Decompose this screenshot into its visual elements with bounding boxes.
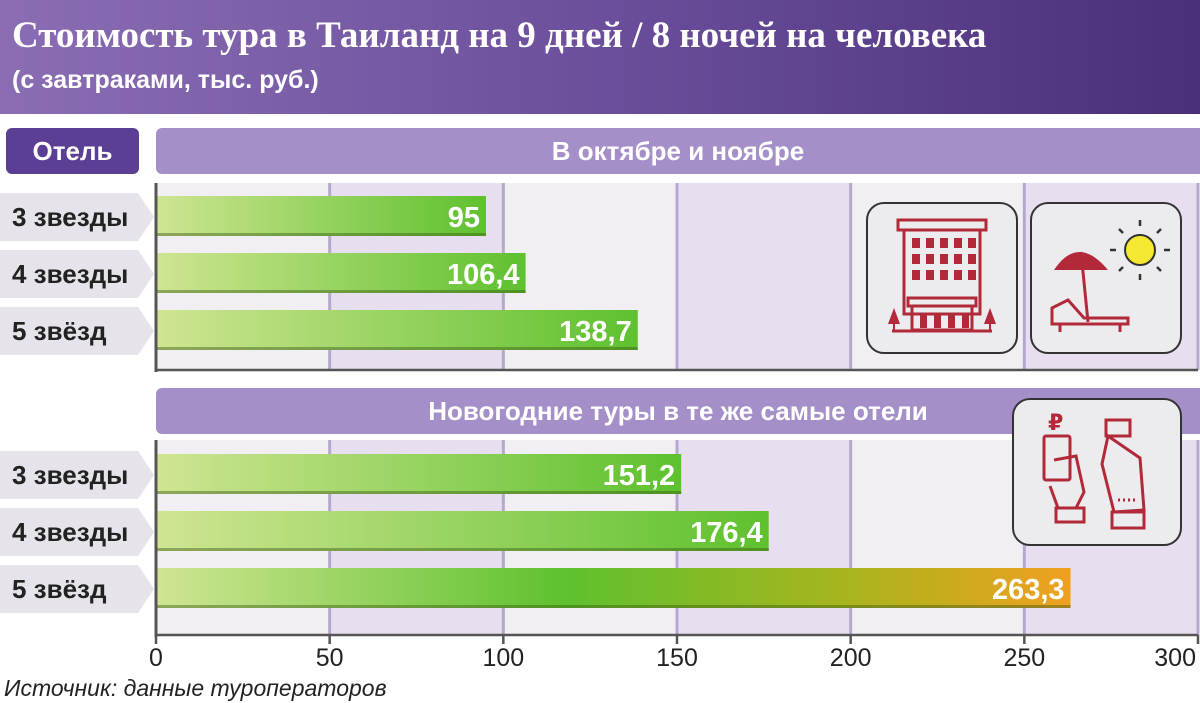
chart-subtitle: (с завтраками, тыс. руб.) — [12, 66, 319, 94]
source-note: Источник: данные туроператоров — [4, 675, 387, 701]
bar-shadow — [156, 347, 638, 350]
bar — [156, 253, 526, 293]
bar-shadow — [156, 548, 769, 551]
bar — [156, 511, 769, 551]
grid-band — [677, 183, 851, 370]
bar — [156, 454, 682, 494]
bar-value-label: 138,7 — [559, 316, 632, 348]
chart-title: Стоимость тура в Таиланд на 9 дней / 8 н… — [12, 15, 987, 56]
bar — [156, 310, 638, 350]
bar-value-label: 95 — [448, 202, 480, 234]
bar — [156, 568, 1071, 608]
row-label-5-stars: 5 звёзд — [0, 307, 154, 355]
bar-value-label: 263,3 — [992, 574, 1065, 606]
payment-hands-icon: ₽ — [1012, 398, 1182, 546]
x-tick-label: 50 — [316, 644, 344, 672]
bar-value-label: 151,2 — [603, 460, 676, 492]
x-tick-label: 250 — [1003, 644, 1045, 672]
svg-text:₽: ₽ — [1048, 411, 1063, 436]
row-label-3-stars-ny: 3 звезды — [0, 451, 154, 499]
beach-umbrella-sun-icon — [1030, 202, 1182, 354]
bar-value-label: 176,4 — [690, 517, 763, 549]
bar-shadow — [156, 491, 682, 494]
bar — [156, 196, 486, 236]
row-label-3-stars: 3 звезды — [0, 193, 154, 241]
header-banner: Стоимость тура в Таиланд на 9 дней / 8 н… — [0, 0, 1200, 114]
bar-shadow — [156, 605, 1071, 608]
hotel-building-icon — [866, 202, 1018, 354]
bar-shadow — [156, 233, 486, 236]
x-tick-label: 300 — [1154, 644, 1196, 672]
bar-value-label: 106,4 — [447, 259, 520, 291]
section-header-oct-nov: В октябре и ноябре — [156, 128, 1200, 174]
row-label-4-stars-ny: 4 звезды — [0, 508, 154, 556]
row-label-5-stars-ny: 5 звёзд — [0, 565, 154, 613]
hotel-column-header: Отель — [6, 128, 139, 174]
x-tick-label: 200 — [830, 644, 872, 672]
x-tick-label: 100 — [482, 644, 524, 672]
x-tick-label: 0 — [149, 644, 163, 672]
bar-shadow — [156, 290, 526, 293]
row-label-4-stars: 4 звезды — [0, 250, 154, 298]
x-tick-label: 150 — [656, 644, 698, 672]
